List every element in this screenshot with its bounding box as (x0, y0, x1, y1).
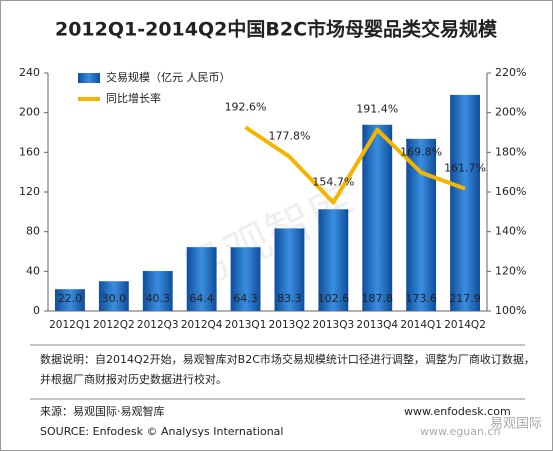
website: www.enfodesk.com (404, 405, 511, 418)
x-tick-label: 2012Q4 (181, 319, 223, 331)
legend-label: 同比增长率 (106, 91, 161, 105)
line (244, 125, 466, 205)
bar-value-label: 22.0 (58, 292, 83, 305)
line-value-label: 192.6% (225, 100, 267, 113)
y-tick-label: 200 (19, 106, 40, 119)
y-tick-label: 120 (19, 185, 40, 198)
line-value-label: 191.4% (356, 103, 398, 116)
line-value-label: 169.8% (400, 146, 442, 159)
bar-value-label: 64.3 (233, 292, 258, 305)
note: 数据说明：自2014Q2开始，易观智库对B2C市场交易规模统计口径进行调整，调整… (40, 352, 535, 366)
bar-value-label: 83.3 (277, 292, 302, 305)
x-tick-label: 2014Q2 (444, 319, 486, 331)
bar-value-label: 64.4 (189, 292, 214, 305)
y-tick-label: 240 (19, 66, 40, 79)
y2-tick-label: 140% (495, 225, 526, 238)
x-tick-label: 2012Q2 (93, 319, 135, 331)
y2-tick-label: 200% (495, 106, 526, 119)
bar (142, 271, 173, 311)
source: 来源：易观国际·易观智库 (40, 404, 165, 418)
legend-label: 交易规模（亿元 人民币） (106, 70, 231, 84)
x-tick-label: 2012Q1 (49, 319, 91, 331)
source-en: SOURCE: Enfodesk © Analysys Internationa… (40, 425, 283, 438)
bar (450, 94, 480, 311)
bar-value-label: 40.3 (146, 292, 171, 305)
x-tick-label: 2012Q3 (137, 319, 179, 331)
legend-swatch (78, 73, 100, 83)
x-tick-label: 2013Q3 (313, 319, 355, 331)
line-value-label: 161.7% (444, 162, 486, 175)
y2-tick-label: 220% (495, 66, 526, 79)
bar (406, 138, 437, 311)
y-tick-label: 0 (33, 304, 40, 317)
y2-tick-label: 100% (495, 304, 526, 317)
bar-value-label: 217.9 (449, 292, 481, 305)
bar (230, 247, 261, 311)
bar-value-label: 173.6 (405, 292, 437, 305)
chart-title: 2012Q1-2014Q2中国B2C市场母婴品类交易规模 (55, 18, 498, 41)
x-tick-label: 2014Q1 (400, 319, 442, 331)
y2-tick-label: 120% (495, 264, 526, 277)
bar (98, 281, 129, 311)
bar (274, 228, 305, 311)
y2-tick-label: 160% (495, 185, 526, 198)
note: 并根据厂商财报对历史数据进行校对。 (40, 372, 227, 386)
bar (362, 124, 393, 311)
corner-site: www.eguan.cn (420, 425, 500, 438)
bar-value-label: 102.6 (318, 292, 350, 305)
y2-tick-label: 180% (495, 145, 526, 158)
bar-value-label: 187.8 (362, 292, 394, 305)
x-tick-label: 2013Q4 (356, 319, 398, 331)
bar (318, 209, 349, 311)
y-tick-label: 40 (26, 264, 40, 277)
line-value-label: 154.7% (312, 176, 354, 189)
bar (186, 247, 217, 311)
y-tick-label: 160 (19, 145, 40, 158)
x-tick-label: 2013Q2 (269, 319, 311, 331)
x-tick-label: 2013Q1 (225, 319, 267, 331)
corner-brand: 易观国际 (490, 417, 542, 432)
bar-value-label: 30.0 (102, 292, 127, 305)
y-tick-label: 80 (26, 225, 40, 238)
bar (55, 289, 85, 311)
line-value-label: 177.8% (268, 130, 310, 143)
